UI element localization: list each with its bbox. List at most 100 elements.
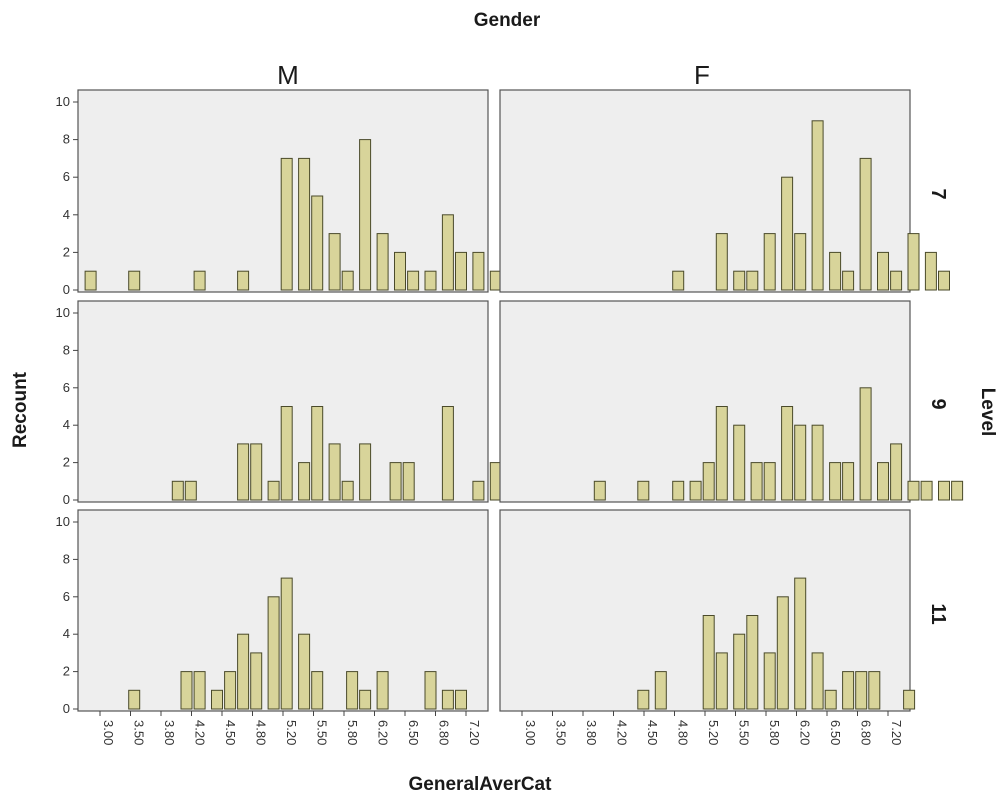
histogram-bar [938, 480, 950, 501]
histogram-bar [842, 270, 855, 291]
histogram-bar [298, 633, 311, 710]
histogram-bar [128, 270, 141, 291]
histogram-bar [472, 251, 485, 291]
histogram-bar [171, 480, 184, 501]
histogram-bar [829, 251, 842, 291]
x-tick-label: 6.20 [376, 720, 391, 745]
panel-f-7 [499, 89, 911, 293]
histogram-bar [280, 577, 293, 710]
x-tick-label: 4.50 [223, 720, 238, 745]
histogram-bar [250, 443, 263, 501]
histogram-bar [890, 443, 903, 501]
histogram-bar [193, 270, 206, 291]
histogram-bar [877, 251, 889, 291]
x-tick-label: 6.80 [859, 720, 874, 745]
x-tick-label: 3.50 [132, 720, 147, 745]
histogram-bar [689, 480, 702, 501]
histogram-bar [794, 233, 807, 291]
x-tick-label: 6.50 [406, 720, 421, 745]
histogram-bar [455, 251, 467, 291]
histogram-bar [733, 424, 746, 501]
histogram-bar [376, 233, 389, 291]
histogram-bar [776, 596, 789, 710]
histogram-bar [311, 406, 324, 501]
histogram-bar [781, 176, 794, 291]
x-tick-label: 7.20 [889, 720, 904, 745]
histogram-bar [842, 671, 855, 710]
histogram-bar [746, 270, 759, 291]
histogram-bar [907, 480, 920, 501]
y-tick-label: 10 [56, 94, 70, 109]
x-axis-title: GeneralAverCat [409, 774, 553, 795]
histogram-bar [280, 157, 293, 291]
histogram-bar [455, 689, 467, 710]
x-tick-label: 3.80 [584, 720, 599, 745]
y-tick-label: 4 [63, 207, 70, 222]
histogram-bar [211, 689, 223, 710]
histogram-bar [267, 596, 280, 710]
histogram-bar [702, 462, 715, 501]
y-tick-label: 2 [63, 664, 70, 679]
x-tick-label: 6.50 [828, 720, 843, 745]
x-tick-label: 3.00 [101, 720, 116, 745]
x-tick-label: 4.80 [676, 720, 691, 745]
histogram-bar [472, 480, 485, 501]
histogram-bar [237, 633, 250, 710]
histogram-bar [298, 157, 311, 291]
histogram-bar [672, 270, 685, 291]
x-tick-label: 5.80 [767, 720, 782, 745]
histogram-bar [180, 671, 193, 710]
x-tick-label: 3.80 [162, 720, 177, 745]
histogram-bar [763, 652, 776, 710]
histogram-bar [733, 270, 746, 291]
histogram-bar [890, 270, 903, 291]
row-header-9: 9 [927, 398, 949, 409]
histogram-bar [750, 462, 763, 501]
x-tick-label: 5.50 [315, 720, 330, 745]
histogram-bar [359, 139, 372, 291]
y-tick-label: 0 [63, 282, 70, 297]
histogram-bar [394, 251, 406, 291]
histogram-bar [593, 480, 606, 501]
histogram-bar [924, 251, 937, 291]
histogram-bar [715, 233, 728, 291]
x-tick-label: 6.80 [437, 720, 452, 745]
histogram-bar [341, 270, 354, 291]
y-tick-label: 10 [56, 305, 70, 320]
y-tick-label: 2 [63, 244, 70, 259]
histogram-bar [733, 633, 746, 710]
histogram-bar [280, 406, 293, 501]
histogram-bar [328, 443, 341, 501]
histogram-bar [311, 195, 324, 291]
histogram-bar [715, 652, 728, 710]
histogram-bar [855, 671, 868, 710]
histogram-bar [824, 689, 837, 710]
histogram-bar [637, 689, 650, 710]
column-variable-title: Gender [474, 10, 541, 31]
histogram-bar [359, 443, 372, 501]
histogram-bar [424, 270, 437, 291]
histogram-bar [128, 689, 141, 710]
histogram-bar [341, 480, 354, 501]
histogram-bar [298, 462, 311, 501]
histogram-bar [237, 270, 250, 291]
histogram-bar [193, 671, 206, 710]
histogram-bar [311, 671, 324, 710]
column-header-f: F [694, 60, 710, 90]
histogram-bar [237, 443, 250, 501]
y-tick-label: 6 [63, 380, 70, 395]
y-axis-title: Recount [10, 371, 31, 448]
histogram-bar [938, 270, 950, 291]
y-tick-label: 8 [63, 132, 70, 147]
histogram-bar [376, 671, 389, 710]
histogram-bar [951, 480, 964, 501]
x-tick-label: 4.50 [645, 720, 660, 745]
histogram-bar [672, 480, 685, 501]
x-tick-label: 5.80 [345, 720, 360, 745]
histogram-bar [868, 671, 881, 710]
histogram-bar [877, 462, 889, 501]
column-header-m: M [277, 60, 299, 90]
y-tick-label: 10 [56, 514, 70, 529]
histogram-bar [794, 424, 807, 501]
row-header-7: 7 [927, 188, 949, 199]
